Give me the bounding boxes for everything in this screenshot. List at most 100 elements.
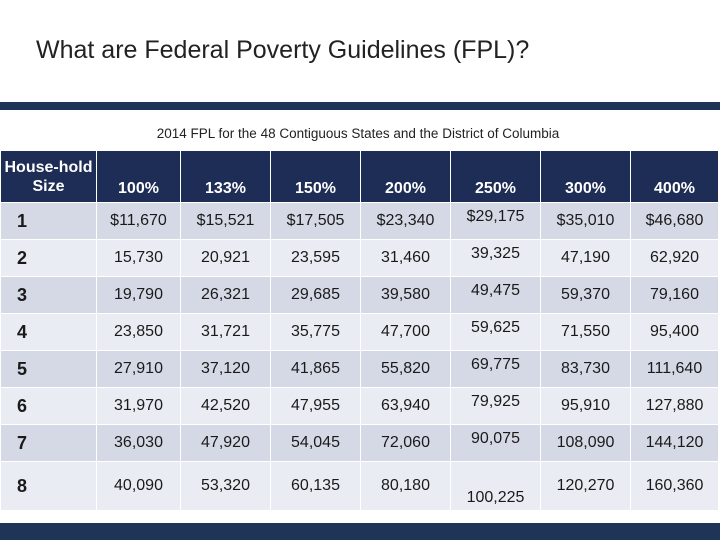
table-cell: 41,865 bbox=[270, 350, 361, 388]
header-cell: 300% bbox=[540, 150, 631, 203]
table-cell: 63,940 bbox=[360, 387, 451, 425]
cell-text: 95,910 bbox=[561, 397, 610, 414]
table-cell: 90,075 bbox=[450, 424, 541, 462]
cell-text: 108,090 bbox=[556, 434, 615, 451]
table-row: 6 31,970 42,520 47,955 63,940 79,925 95,910 127… bbox=[0, 387, 719, 425]
cell-text: 127,880 bbox=[645, 397, 704, 414]
cell-text: 27,910 bbox=[114, 360, 163, 377]
header-cell: 150% bbox=[270, 150, 361, 203]
cell-text: 120,270 bbox=[556, 477, 615, 494]
cell-text: 2 bbox=[17, 247, 28, 268]
table-cell: 72,060 bbox=[360, 424, 451, 462]
footer-bar bbox=[0, 523, 720, 540]
cell-text: 3 bbox=[17, 284, 28, 305]
table-cell: 95,910 bbox=[540, 387, 631, 425]
table-row: 4 23,850 31,721 35,775 47,700 59,625 71,550 95,… bbox=[0, 313, 719, 351]
row-label: 5 bbox=[0, 350, 97, 388]
table-cell: 15,730 bbox=[96, 239, 181, 277]
cell-text: 47,955 bbox=[291, 397, 340, 414]
cell-text: 23,850 bbox=[114, 323, 163, 340]
cell-text: $11,670 bbox=[110, 212, 167, 229]
cell-text: 60,135 bbox=[291, 477, 340, 494]
table-cell: $11,670 bbox=[96, 202, 181, 240]
fpl-table: House-hold Size 100% 133% 150% 200% 250% 300% 4… bbox=[0, 150, 719, 511]
row-label: 6 bbox=[0, 387, 97, 425]
table-cell: $29,175 bbox=[450, 202, 541, 240]
table-cell: 23,850 bbox=[96, 313, 181, 351]
cell-text: 59,625 bbox=[471, 319, 520, 336]
row-label: 3 bbox=[0, 276, 97, 314]
cell-text: 72,060 bbox=[381, 434, 430, 451]
cell-text: 35,775 bbox=[291, 323, 340, 340]
cell-text: $35,010 bbox=[556, 212, 615, 229]
table-cell: 37,120 bbox=[180, 350, 271, 388]
table-cell: 47,190 bbox=[540, 239, 631, 277]
table-cell: 60,135 bbox=[270, 461, 361, 511]
cell-text: 41,865 bbox=[291, 360, 340, 377]
table-cell: 47,955 bbox=[270, 387, 361, 425]
header-cell: 100% bbox=[96, 150, 181, 203]
cell-text: 90,075 bbox=[471, 430, 520, 447]
cell-text: 26,321 bbox=[201, 286, 250, 303]
table-cell: 55,820 bbox=[360, 350, 451, 388]
header-cell: 200% bbox=[360, 150, 451, 203]
cell-text: $46,680 bbox=[645, 212, 704, 229]
table-cell: 29,685 bbox=[270, 276, 361, 314]
table-cell: 100,225 bbox=[450, 461, 541, 511]
cell-text: 49,475 bbox=[471, 282, 520, 299]
table-cell: 31,721 bbox=[180, 313, 271, 351]
cell-text: 59,370 bbox=[561, 286, 610, 303]
table-cell: 31,460 bbox=[360, 239, 451, 277]
header-cell: 133% bbox=[180, 150, 271, 203]
header-cell: 250% bbox=[450, 150, 541, 203]
table-cell: 144,120 bbox=[630, 424, 719, 462]
cell-text: 53,320 bbox=[201, 477, 250, 494]
table-cell: 36,030 bbox=[96, 424, 181, 462]
table-cell: 39,580 bbox=[360, 276, 451, 314]
cell-text: 111,640 bbox=[646, 360, 703, 377]
cell-text: 29,685 bbox=[291, 286, 340, 303]
cell-text: 15,730 bbox=[114, 249, 163, 266]
table-cell: 42,520 bbox=[180, 387, 271, 425]
table-cell: 49,475 bbox=[450, 276, 541, 314]
table-cell: 20,921 bbox=[180, 239, 271, 277]
cell-text: 69,775 bbox=[471, 356, 520, 373]
cell-text: 63,940 bbox=[381, 397, 430, 414]
header-bar bbox=[0, 102, 720, 110]
cell-text: 55,820 bbox=[381, 360, 430, 377]
cell-text: 71,550 bbox=[561, 323, 610, 340]
table-cell: 95,400 bbox=[630, 313, 719, 351]
row-label: 2 bbox=[0, 239, 97, 277]
table-cell: 108,090 bbox=[540, 424, 631, 462]
cell-text: 80,180 bbox=[381, 477, 430, 494]
cell-text: 31,970 bbox=[114, 397, 163, 414]
row-label: 1 bbox=[0, 202, 97, 240]
cell-text: 19,790 bbox=[114, 286, 163, 303]
table-cell: $15,521 bbox=[180, 202, 271, 240]
cell-text: 31,460 bbox=[381, 249, 430, 266]
row-label: 4 bbox=[0, 313, 97, 351]
cell-text: 39,580 bbox=[381, 286, 430, 303]
cell-text: 79,925 bbox=[471, 393, 520, 410]
row-label: 7 bbox=[0, 424, 97, 462]
table-cell: $35,010 bbox=[540, 202, 631, 240]
cell-text: 100,225 bbox=[466, 489, 525, 506]
table-cell: 127,880 bbox=[630, 387, 719, 425]
cell-text: $23,340 bbox=[376, 212, 435, 229]
cell-text: 7 bbox=[17, 432, 28, 453]
cell-text: 47,700 bbox=[381, 323, 430, 340]
cell-text: 47,920 bbox=[201, 434, 250, 451]
cell-text: 6 bbox=[17, 395, 28, 416]
table-row: 7 36,030 47,920 54,045 72,060 90,075 108,090 14… bbox=[0, 424, 719, 462]
table-caption: 2014 FPL for the 48 Contiguous States an… bbox=[156, 126, 560, 141]
cell-text: 144,120 bbox=[645, 434, 704, 451]
cell-text: 20,921 bbox=[201, 249, 250, 266]
table-cell: 19,790 bbox=[96, 276, 181, 314]
cell-text: 23,595 bbox=[291, 249, 340, 266]
table-cell: $46,680 bbox=[630, 202, 719, 240]
header-row: House-hold Size 100% 133% 150% 200% 250% 300% 4… bbox=[0, 150, 719, 203]
table-cell: 35,775 bbox=[270, 313, 361, 351]
table-cell: 80,180 bbox=[360, 461, 451, 511]
cell-text: 160,360 bbox=[645, 477, 704, 494]
table-cell: 54,045 bbox=[270, 424, 361, 462]
